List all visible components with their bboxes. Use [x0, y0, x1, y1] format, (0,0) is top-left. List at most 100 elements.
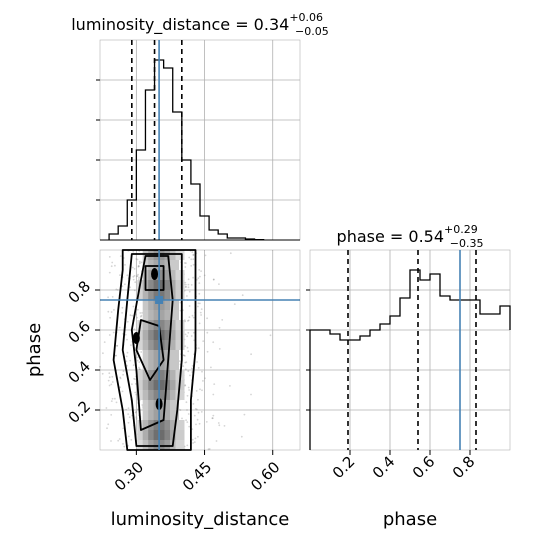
hist-ld-title-main: luminosity_distance = 0.34 [71, 15, 289, 35]
density-cell [164, 430, 174, 440]
density-cell [148, 380, 158, 390]
density-point [132, 278, 135, 281]
density-cell [164, 360, 174, 370]
density-point [132, 250, 135, 253]
density-cell [175, 340, 185, 350]
density-point [184, 384, 187, 386]
density-point [138, 262, 141, 265]
density-cell [148, 260, 158, 270]
density-point [121, 306, 124, 309]
density-point [199, 302, 201, 305]
density-point [126, 338, 128, 341]
density-point [122, 427, 125, 430]
density-point [134, 411, 137, 414]
density-cell [153, 410, 163, 420]
density-xticks: 0.30 0.45 0.60 [111, 450, 284, 494]
density-point [128, 416, 131, 419]
density-point [134, 281, 137, 283]
density-point [136, 275, 139, 277]
density-point [136, 359, 139, 362]
density-point [139, 368, 141, 371]
density-xlabel: luminosity_distance [111, 509, 290, 530]
density-cell [170, 330, 179, 340]
density-point [187, 413, 190, 415]
density-point [129, 286, 132, 289]
density-point [186, 335, 189, 338]
density-point [198, 269, 201, 271]
density-cell [159, 320, 169, 330]
density-cell [137, 290, 147, 300]
hist-ld-yticks [96, 79, 300, 241]
density-point [111, 296, 114, 298]
density-point [183, 354, 185, 357]
density-point [133, 328, 136, 331]
density-contour [130, 255, 174, 431]
density-point [110, 440, 112, 442]
density-point [127, 413, 130, 415]
density-point [134, 382, 137, 385]
density-point [121, 285, 124, 288]
density-cell [159, 430, 169, 440]
density-cell [164, 280, 174, 290]
density-cell [153, 280, 163, 290]
density-cell [137, 330, 147, 340]
density-point [103, 341, 106, 343]
density-point [130, 344, 132, 346]
phase-xlabel: phase [383, 509, 437, 530]
density-cell [153, 390, 163, 400]
density-point [125, 408, 127, 411]
density-point [212, 341, 215, 344]
density-point [188, 389, 191, 391]
density-point [184, 355, 186, 357]
density-point [124, 333, 127, 336]
density-point [113, 309, 115, 311]
density-point [212, 414, 215, 417]
density-point [215, 440, 218, 442]
density-point [197, 411, 200, 414]
density-cell [164, 400, 174, 410]
density-contour [144, 265, 165, 291]
density-point [203, 274, 206, 277]
density-cell [148, 400, 158, 410]
density-cell [148, 330, 158, 340]
density-point [135, 416, 138, 418]
density-point [124, 264, 126, 266]
density-cell [153, 440, 163, 450]
density-cell [142, 340, 152, 350]
density-yticks: 0.2 0.4 0.6 0.8 [65, 277, 100, 427]
density-point [132, 364, 135, 367]
density-point [126, 351, 129, 354]
panel-hist-luminosity-distance: luminosity_distance = 0.34+0.06 −0.05 [71, 11, 329, 241]
density-point [111, 375, 114, 378]
density-point [194, 437, 197, 440]
density-cell [175, 430, 185, 440]
density-point [187, 283, 190, 286]
density-ytick-label: 0.8 [65, 277, 95, 307]
density-point [221, 319, 224, 321]
density-point [218, 348, 221, 350]
density-point [136, 258, 139, 261]
density-point [202, 380, 204, 382]
density-point [119, 274, 121, 276]
density-point [108, 384, 111, 387]
density-point [112, 331, 115, 334]
density-point [111, 261, 114, 264]
density-point [198, 422, 201, 425]
density-cell [170, 260, 179, 270]
density-cell [142, 320, 152, 330]
density-point [185, 285, 187, 288]
density-point [121, 390, 124, 393]
density-point [201, 389, 203, 392]
density-cell [148, 280, 158, 290]
density-cell [153, 360, 163, 370]
density-cell [170, 390, 179, 400]
density-point [250, 353, 253, 356]
hist-ld-title-lower: −0.05 [295, 25, 329, 38]
density-point [131, 266, 134, 269]
density-point [114, 397, 116, 400]
density-cell [159, 440, 169, 450]
density-cell [148, 320, 158, 330]
density-cell [148, 350, 158, 360]
density-cell [153, 270, 163, 280]
